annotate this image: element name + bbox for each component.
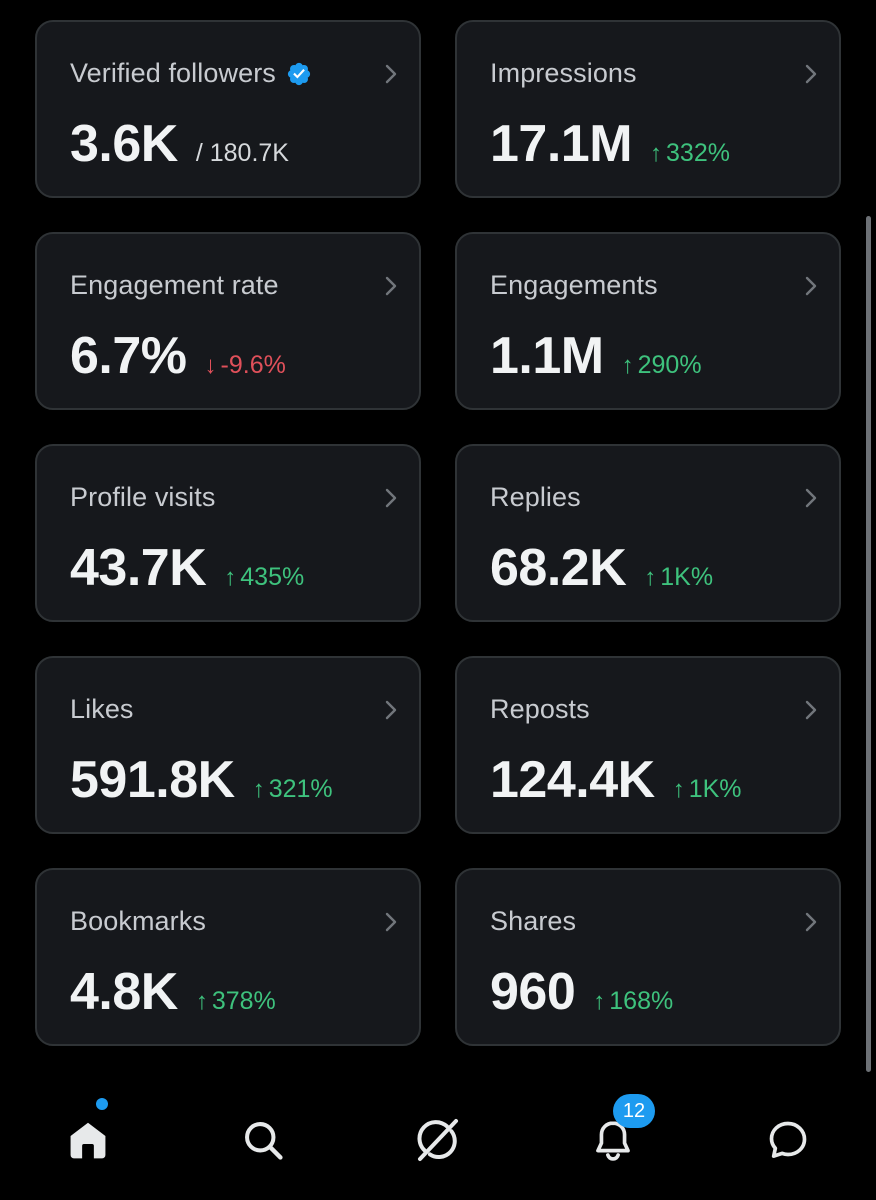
metric-delta: ↑ 1K% <box>672 775 742 803</box>
card-title: Engagements <box>490 270 658 300</box>
metric-value: 124.4K <box>490 751 655 809</box>
arrow-down-icon: ↓ <box>204 352 217 379</box>
card-title: Shares <box>490 906 577 936</box>
arrow-up-icon: ↑ <box>621 352 634 379</box>
chevron-right-icon <box>385 64 397 84</box>
card-replies[interactable]: Replies 68.2K ↑ 1K% <box>455 444 841 622</box>
verified-badge-icon <box>287 62 311 85</box>
value-row: 43.7K ↑ 435% <box>70 538 304 598</box>
search-icon <box>245 1122 283 1160</box>
tab-notifications[interactable]: 12 <box>583 1094 655 1170</box>
card-title-text: Verified followers <box>70 58 276 88</box>
chat-bubble-icon <box>769 1121 807 1158</box>
card-shares[interactable]: Shares 960 ↑ 168% <box>455 868 841 1046</box>
metric-value: 591.8K <box>70 751 235 809</box>
tab-search[interactable] <box>233 1110 293 1170</box>
chevron-right-icon <box>385 276 397 296</box>
card-engagement-rate[interactable]: Engagement rate 6.7% ↓ -9.6% <box>35 232 421 410</box>
grok-icon <box>417 1119 458 1161</box>
arrow-up-icon: ↑ <box>593 988 606 1015</box>
unread-dot <box>96 1098 108 1110</box>
value-row: 3.6K / 180.7K <box>70 114 289 174</box>
tab-messages[interactable] <box>758 1110 818 1170</box>
arrow-up-icon: ↑ <box>644 564 657 591</box>
metric-total: / 180.7K <box>195 139 289 167</box>
analytics-card-grid: Verified followers 3.6K / 180.7K Impress… <box>35 20 841 1046</box>
card-title: Verified followers <box>70 58 312 89</box>
arrow-up-icon: ↑ <box>672 776 685 803</box>
card-title: Bookmarks <box>70 906 206 936</box>
notification-count-badge: 12 <box>613 1094 655 1128</box>
metric-delta: ↑ 168% <box>593 987 674 1015</box>
card-verified-followers[interactable]: Verified followers 3.6K / 180.7K <box>35 20 421 198</box>
metric-delta: ↑ 321% <box>252 775 333 803</box>
chevron-right-icon <box>805 912 817 932</box>
metric-delta: ↑ 435% <box>224 563 305 591</box>
chevron-right-icon <box>385 488 397 508</box>
bell-icon <box>596 1121 630 1161</box>
metric-value: 17.1M <box>490 115 633 173</box>
value-row: 6.7% ↓ -9.6% <box>70 326 286 386</box>
metric-delta: ↓ -9.6% <box>204 351 286 379</box>
value-row: 4.8K ↑ 378% <box>70 962 276 1022</box>
value-row: 960 ↑ 168% <box>490 962 673 1022</box>
home-icon <box>70 1122 106 1159</box>
card-bookmarks[interactable]: Bookmarks 4.8K ↑ 378% <box>35 868 421 1046</box>
arrow-up-icon: ↑ <box>224 564 237 591</box>
card-title: Replies <box>490 482 581 512</box>
metric-value: 68.2K <box>490 539 627 597</box>
metric-delta: ↑ 332% <box>650 139 730 167</box>
arrow-up-icon: ↑ <box>252 776 265 803</box>
chevron-right-icon <box>805 276 817 296</box>
chevron-right-icon <box>805 64 817 84</box>
card-likes[interactable]: Likes 591.8K ↑ 321% <box>35 656 421 834</box>
arrow-up-icon: ↑ <box>195 988 208 1015</box>
chevron-right-icon <box>385 912 397 932</box>
metric-value: 1.1M <box>490 327 604 385</box>
metric-value: 43.7K <box>70 539 207 597</box>
metric-value: 6.7% <box>70 327 187 385</box>
card-reposts[interactable]: Reposts 124.4K ↑ 1K% <box>455 656 841 834</box>
value-row: 17.1M ↑ 332% <box>490 114 730 174</box>
card-title: Engagement rate <box>70 270 279 300</box>
card-profile-visits[interactable]: Profile visits 43.7K ↑ 435% <box>35 444 421 622</box>
metric-delta: ↑ 378% <box>195 987 276 1015</box>
value-row: 68.2K ↑ 1K% <box>490 538 713 598</box>
chevron-right-icon <box>385 700 397 720</box>
card-engagements[interactable]: Engagements 1.1M ↑ 290% <box>455 232 841 410</box>
card-title: Likes <box>70 694 134 724</box>
card-title: Reposts <box>490 694 590 724</box>
metric-value: 4.8K <box>70 963 178 1021</box>
value-row: 1.1M ↑ 290% <box>490 326 702 386</box>
metric-delta: ↑ 1K% <box>644 563 714 591</box>
tab-grok[interactable] <box>408 1110 468 1170</box>
value-row: 591.8K ↑ 321% <box>70 750 333 810</box>
chevron-right-icon <box>805 488 817 508</box>
arrow-up-icon: ↑ <box>650 140 663 167</box>
card-title: Profile visits <box>70 482 216 512</box>
metric-delta: ↑ 290% <box>621 351 702 379</box>
scrollbar[interactable] <box>866 216 871 1072</box>
card-impressions[interactable]: Impressions 17.1M ↑ 332% <box>455 20 841 198</box>
metric-value: 3.6K <box>70 115 178 173</box>
card-title: Impressions <box>490 58 637 88</box>
metric-value: 960 <box>490 963 576 1021</box>
value-row: 124.4K ↑ 1K% <box>490 750 742 810</box>
bottom-tab-bar: 12 <box>0 1080 876 1200</box>
tab-home[interactable] <box>58 1098 118 1170</box>
chevron-right-icon <box>805 700 817 720</box>
